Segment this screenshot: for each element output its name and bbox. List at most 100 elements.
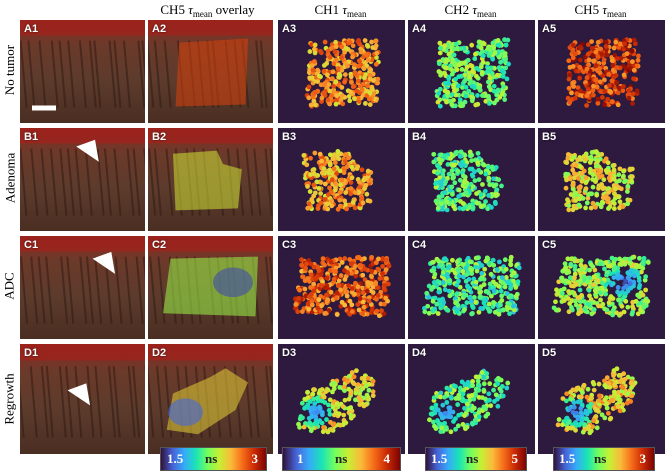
lifetime-pixel bbox=[629, 311, 635, 317]
lifetime-pixel bbox=[436, 258, 442, 264]
lifetime-pixel bbox=[427, 417, 432, 423]
lifetime-pixel bbox=[316, 73, 322, 79]
lifetime-pixel bbox=[621, 72, 627, 78]
lifetime-pixel bbox=[321, 166, 327, 172]
lifetime-pixel bbox=[593, 204, 598, 210]
lesion-arrowhead-icon bbox=[67, 383, 91, 406]
lifetime-pixel bbox=[615, 395, 621, 401]
lifetime-pixel bbox=[325, 48, 331, 54]
lifetime-pixel bbox=[307, 278, 312, 284]
lifetime-pixel bbox=[464, 300, 470, 306]
lifetime-pixel bbox=[565, 256, 571, 262]
lifetime-pixel bbox=[351, 381, 357, 387]
lifetime-pixel bbox=[443, 179, 449, 185]
lifetime-pixel bbox=[586, 287, 592, 293]
lifetime-pixel bbox=[627, 260, 633, 266]
lifetime-pixel bbox=[456, 412, 462, 418]
lifetime-pixel bbox=[378, 289, 384, 295]
lifetime-pixel bbox=[444, 207, 450, 213]
lifetime-pixel bbox=[487, 75, 493, 81]
lifetime-pixel bbox=[319, 387, 325, 392]
lifetime-pixel bbox=[490, 56, 496, 62]
lifetime-pixel bbox=[486, 301, 492, 307]
lifetime-pixel bbox=[355, 164, 361, 170]
lifetime-pixel bbox=[362, 379, 367, 385]
lifetime-pixel bbox=[637, 255, 642, 261]
lifetime-pixel bbox=[609, 99, 615, 105]
lifetime-pixel bbox=[595, 96, 601, 102]
lifetime-pixel bbox=[324, 299, 330, 304]
lifetime-pixel bbox=[563, 278, 569, 284]
lifetime-pixel bbox=[325, 97, 331, 103]
lifetime-pixel bbox=[326, 307, 332, 313]
lifetime-pixel bbox=[336, 282, 342, 288]
lifetime-pixel bbox=[368, 177, 374, 183]
colorbar-min: 1.5 bbox=[431, 451, 448, 466]
lifetime-pixel bbox=[305, 402, 311, 408]
lifetime-pixel bbox=[577, 64, 583, 70]
lifetime-pixel bbox=[590, 380, 596, 385]
lifetime-pixel bbox=[328, 427, 334, 432]
tissue-fold bbox=[264, 256, 273, 324]
lifetime-pixel bbox=[598, 169, 604, 174]
lifetime-pixel bbox=[501, 84, 507, 90]
lifetime-pixel bbox=[462, 405, 467, 411]
lifetime-pixel bbox=[352, 190, 358, 195]
lifetime-pixel bbox=[602, 382, 608, 388]
lifetime-pixel bbox=[499, 293, 505, 299]
lifetime-pixel bbox=[588, 297, 594, 302]
lifetime-pixel bbox=[316, 297, 322, 303]
lifetime-pixel bbox=[494, 97, 500, 103]
lifetime-pixel bbox=[432, 271, 438, 277]
lifetime-pixel bbox=[343, 190, 349, 196]
lifetime-pixel bbox=[422, 309, 428, 315]
lifetime-pixel bbox=[578, 277, 584, 283]
lifetime-pixel bbox=[431, 159, 437, 165]
lifetime-pixel bbox=[352, 71, 358, 77]
lifetime-pixel bbox=[363, 383, 369, 389]
lifetime-pixel bbox=[315, 206, 321, 211]
lifetime-pixel bbox=[476, 286, 482, 292]
lifetime-pixel bbox=[565, 296, 571, 301]
lifetime-pixel bbox=[361, 403, 367, 409]
lifetime-pixel bbox=[327, 161, 333, 167]
panel-d2: D2 bbox=[148, 344, 273, 454]
lifetime-pixel bbox=[621, 84, 626, 89]
lifetime-pixel bbox=[313, 275, 319, 281]
lifetime-pixel bbox=[481, 282, 487, 287]
lifetime-pixel bbox=[576, 189, 582, 194]
lifetime-pixel bbox=[572, 298, 578, 304]
lifetime-pixel bbox=[353, 397, 358, 403]
lifetime-pixel bbox=[457, 177, 463, 183]
lifetime-pixel bbox=[365, 280, 371, 285]
lifetime-pixel bbox=[454, 41, 459, 47]
lifetime-pixel bbox=[567, 72, 573, 78]
lifetime-pixel bbox=[491, 183, 497, 189]
lifetime-pixel bbox=[447, 293, 453, 299]
lifetime-pixel bbox=[360, 272, 366, 278]
lifetime-pixel bbox=[486, 84, 492, 90]
lifetime-pixel bbox=[442, 190, 448, 195]
lifetime-pixel bbox=[471, 295, 477, 300]
lifetime-pixel bbox=[321, 62, 327, 68]
lifetime-pixel bbox=[319, 303, 324, 309]
lifetime-pixel bbox=[319, 158, 324, 164]
lifetime-pixel bbox=[604, 52, 610, 58]
lifetime-pixel bbox=[590, 172, 596, 178]
lifetime-pixel bbox=[361, 75, 367, 81]
lifetime-pixel bbox=[599, 173, 605, 179]
lifetime-pixel bbox=[597, 393, 602, 399]
lifetime-pixel bbox=[426, 283, 432, 289]
lifetime-pixel bbox=[307, 49, 313, 54]
lifetime-pixel bbox=[593, 149, 599, 155]
lifetime-pixel bbox=[630, 59, 635, 65]
lifetime-pixel bbox=[625, 201, 631, 207]
lifetime-pixel bbox=[328, 259, 334, 265]
lifetime-pixel bbox=[329, 76, 335, 81]
lifetime-pixel bbox=[457, 385, 463, 391]
lifetime-pixel bbox=[485, 61, 490, 67]
lifetime-pixel bbox=[466, 88, 472, 94]
lifetime-pixel bbox=[455, 267, 461, 273]
lifetime-pixel bbox=[442, 80, 448, 86]
lifetime-pixel bbox=[478, 305, 484, 311]
